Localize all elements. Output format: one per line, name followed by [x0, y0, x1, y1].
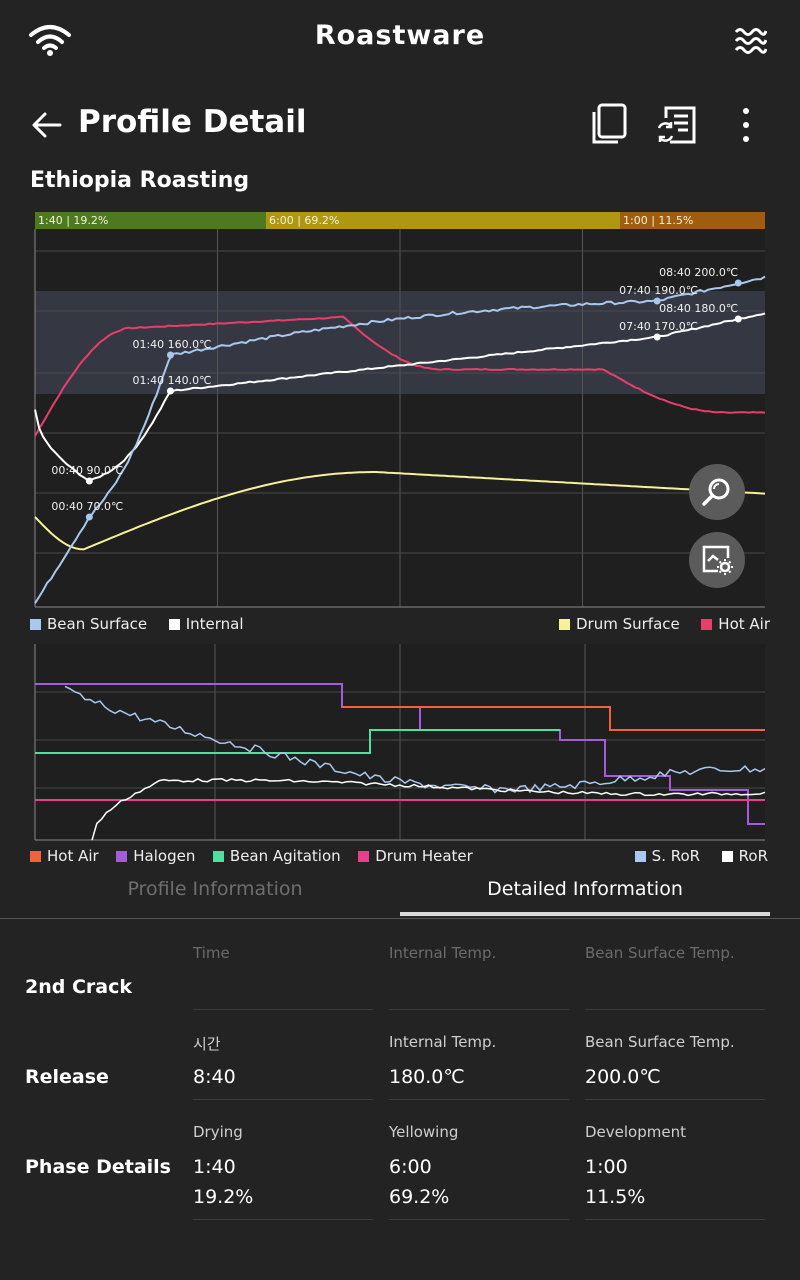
header-bean-surface-temp: Bean Surface Temp. — [585, 1033, 735, 1051]
tab-detailed-information[interactable]: Detailed Information — [487, 878, 683, 900]
cell-drying: Drying 1:40 19.2% — [193, 1123, 373, 1220]
active-tab-indicator — [400, 912, 770, 916]
legend-halogen: Halogen — [116, 847, 195, 865]
row-label-release: Release — [25, 1066, 109, 1088]
development-time-value: 1:00 — [585, 1156, 628, 1178]
more-vertical-icon — [743, 108, 749, 142]
development-percent-value: 11.5% — [585, 1186, 646, 1208]
legend-internal: Internal — [168, 615, 244, 633]
drying-percent-value: 19.2% — [193, 1186, 254, 1208]
cell-2nd-crack-surface: Bean Surface Temp. — [585, 944, 765, 1010]
info-tabs: Profile Information Detailed Information — [0, 878, 800, 918]
cell-2nd-crack-internal: Internal Temp. — [389, 944, 569, 1010]
series-drum-surface — [34, 471, 766, 551]
more-options-button[interactable] — [736, 106, 756, 150]
chart-settings-button[interactable] — [689, 532, 745, 588]
legend-bean-surface: Bean Surface — [30, 615, 147, 633]
load-profile-button[interactable] — [656, 104, 698, 150]
annotation-label-0: 00:40 90.0℃ — [51, 464, 123, 477]
cell-development: Development 1:00 11.5% — [585, 1123, 765, 1220]
annotation-label-4: 07:40 190.0℃ — [619, 284, 698, 297]
main-legend-left: Bean Surface Internal — [30, 615, 244, 633]
zoom-button[interactable] — [689, 464, 745, 520]
chart-settings-icon — [702, 545, 733, 575]
series-bean-surface — [34, 275, 766, 604]
release-surface-value: 200.0℃ — [585, 1066, 661, 1088]
row-label-2nd-crack: 2nd Crack — [25, 976, 132, 998]
phase-segment-3: 1:00 | 11.5% — [620, 212, 765, 229]
arrow-left-icon — [32, 112, 62, 138]
legend-s-ror: S. RoR — [634, 847, 700, 865]
temperature-chart: 00:40 90.0℃ 00:40 70.0℃ 01:40 160.0℃ 01:40 … — [34, 229, 766, 608]
control-legend-right: S. RoR RoR — [634, 847, 768, 865]
page-title: Profile Detail — [78, 104, 307, 140]
legend-ror: RoR — [721, 847, 768, 865]
yellowing-percent-value: 69.2% — [389, 1186, 450, 1208]
annotation-label-3: 01:40 140.0℃ — [132, 374, 211, 387]
header-internal-temp: Internal Temp. — [389, 1033, 497, 1051]
legend-drum-surface: Drum Surface — [558, 615, 680, 633]
release-time-value: 8:40 — [193, 1066, 236, 1088]
annotation-label-2: 01:40 160.0℃ — [132, 338, 211, 351]
cell-release-surface: Bean Surface Temp. 200.0℃ — [585, 1033, 765, 1100]
header-drying: Drying — [193, 1123, 243, 1141]
tabs-divider — [0, 918, 800, 919]
annotation-point-6 — [734, 279, 742, 287]
cell-release-time: 시간 8:40 — [193, 1033, 373, 1100]
copy-button[interactable] — [590, 102, 630, 150]
legend-ctrl-hot-air: Hot Air — [30, 847, 99, 865]
app-brand: Roastware — [314, 20, 486, 51]
back-button[interactable] — [30, 108, 64, 146]
row-label-phase-details: Phase Details — [25, 1156, 171, 1178]
copy-icon — [592, 103, 627, 144]
control-legend-left: Hot Air Halogen Bean Agitation Drum Heat… — [30, 847, 473, 865]
legend-hot-air: Hot Air — [701, 615, 770, 633]
main-legend-right: Drum Surface Hot Air — [558, 615, 770, 633]
annotation-point-3 — [166, 387, 174, 395]
phase-segment-2: 6:00 | 69.2% — [266, 212, 620, 229]
phase-segment-1: 1:40 | 19.2% — [35, 212, 266, 229]
header-time: Time — [193, 944, 230, 962]
series-hot-air — [34, 315, 766, 437]
header-internal-temp: Internal Temp. — [389, 944, 497, 962]
annotation-label-5: 07:40 170.0℃ — [619, 320, 698, 333]
annotation-point-7 — [734, 315, 742, 323]
annotation-label-7: 08:40 180.0℃ — [659, 302, 738, 315]
ctrl-hot-air — [342, 706, 765, 731]
annotation-label-1: 00:40 70.0℃ — [51, 500, 123, 513]
annotation-point-1 — [85, 513, 93, 521]
annotation-point-4 — [653, 297, 661, 305]
cell-yellowing: Yellowing 6:00 69.2% — [389, 1123, 569, 1220]
header-bean-surface-temp: Bean Surface Temp. — [585, 944, 735, 962]
legend-drum-heater: Drum Heater — [358, 847, 473, 865]
wifi-icon — [28, 24, 72, 60]
drying-time-value: 1:40 — [193, 1156, 236, 1178]
annotation-point-2 — [166, 351, 174, 359]
ctrl-bean-agitation — [35, 729, 560, 754]
annotation-point-0 — [85, 477, 93, 485]
profile-name: Ethiopia Roasting — [30, 168, 250, 193]
annotation-label-6: 08:40 200.0℃ — [659, 266, 738, 279]
ctrl-ror — [91, 778, 766, 841]
legend-bean-agitation: Bean Agitation — [212, 847, 341, 865]
header-development: Development — [585, 1123, 686, 1141]
zoom-search-icon — [702, 478, 730, 506]
top-bar: Roastware — [0, 0, 800, 80]
annotation-point-5 — [653, 333, 661, 341]
series-internal — [34, 312, 766, 482]
release-internal-value: 180.0℃ — [389, 1066, 465, 1088]
yellowing-time-value: 6:00 — [389, 1156, 432, 1178]
document-sync-icon — [657, 106, 696, 144]
cell-2nd-crack-time: Time — [193, 944, 373, 1010]
ctrl-s-ror — [64, 685, 766, 794]
cell-release-internal: Internal Temp. 180.0℃ — [389, 1033, 569, 1100]
control-chart — [34, 644, 766, 841]
header-time-korean: 시간 — [193, 1035, 221, 1053]
tab-profile-information[interactable]: Profile Information — [127, 878, 303, 900]
menu-waves-icon[interactable] — [733, 24, 768, 62]
header-yellowing: Yellowing — [389, 1123, 459, 1141]
